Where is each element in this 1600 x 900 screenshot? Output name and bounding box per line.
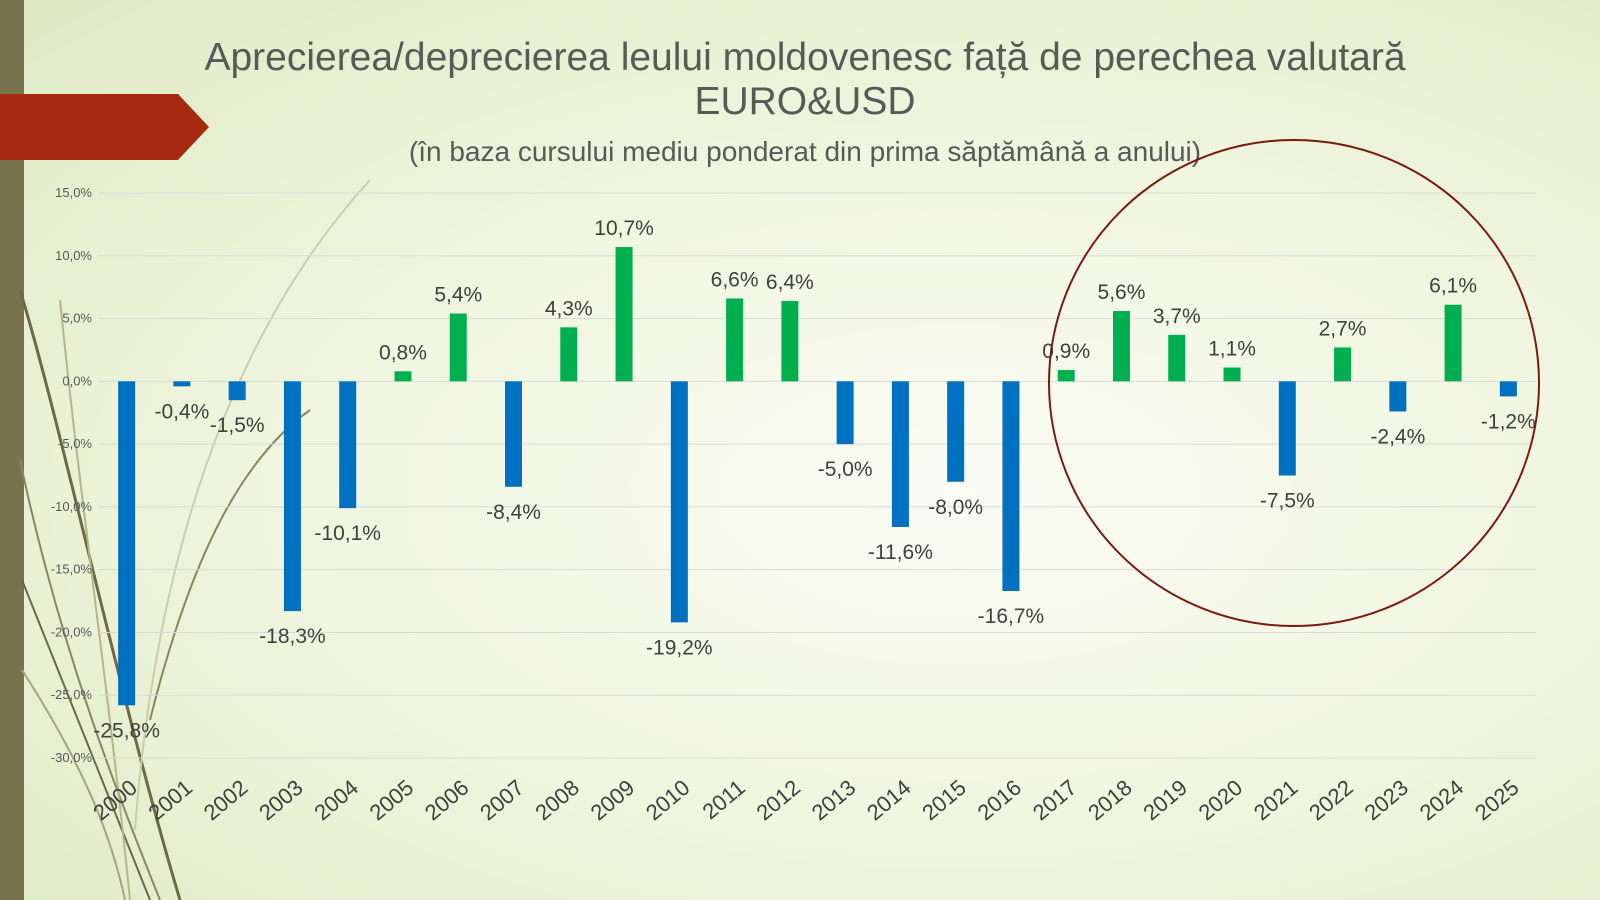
x-tick-label: 2014 xyxy=(862,775,916,826)
x-axis: 2000 2001 2002 2003 2004 2005 2006 2007 2008 2009… xyxy=(88,775,1523,826)
x-tick-label: 2025 xyxy=(1470,775,1524,826)
data-label-2006: 5,4% xyxy=(434,284,482,307)
gridlines xyxy=(99,192,1536,759)
bar-2015 xyxy=(947,381,965,482)
data-label-2010: -19,2% xyxy=(646,636,713,659)
y-tick-label: -15,0% xyxy=(51,562,93,577)
bar-2025 xyxy=(1499,381,1517,397)
x-tick-label: 2011 xyxy=(697,775,749,825)
y-tick-label: 0,0% xyxy=(62,373,92,388)
data-label-2003: -18,3% xyxy=(259,625,326,648)
bar-2000 xyxy=(118,381,136,706)
data-label-2005: 0,8% xyxy=(379,341,427,364)
data-label-2024: 6,1% xyxy=(1429,275,1477,298)
bar-2021 xyxy=(1278,381,1296,476)
data-label-2009: 10,7% xyxy=(594,217,654,240)
data-label-2013: -5,0% xyxy=(818,458,873,481)
x-tick-label: 2016 xyxy=(973,775,1027,826)
bar-2022 xyxy=(1334,347,1352,382)
data-label-2023: -2,4% xyxy=(1370,425,1425,448)
bar-2023 xyxy=(1389,381,1407,412)
bar-2008 xyxy=(560,327,578,382)
x-tick-label: 2000 xyxy=(88,775,142,826)
x-tick-label: 2021 xyxy=(1249,775,1303,826)
bar-2012 xyxy=(781,300,799,382)
x-tick-label: 2005 xyxy=(365,775,419,826)
y-tick-label: -10,0% xyxy=(51,499,93,514)
y-tick-label: 15,0% xyxy=(55,185,92,200)
bar-2005 xyxy=(394,371,412,382)
x-tick-label: 2009 xyxy=(586,775,640,826)
data-label-2016: -16,7% xyxy=(978,605,1045,628)
x-tick-label: 2024 xyxy=(1415,775,1469,826)
bar-2007 xyxy=(505,381,523,487)
bar-2024 xyxy=(1444,304,1462,382)
data-label-2002: -1,5% xyxy=(210,414,265,437)
bar-2018 xyxy=(1112,311,1130,382)
data-label-2022: 2,7% xyxy=(1319,317,1367,340)
data-label-2017: 0,9% xyxy=(1042,340,1090,363)
bar-2011 xyxy=(726,298,744,382)
x-tick-label: 2001 xyxy=(144,775,198,826)
x-tick-label: 2004 xyxy=(309,775,363,826)
data-label-2011: 6,6% xyxy=(711,268,759,291)
bar-2013 xyxy=(836,381,854,445)
bar-2016 xyxy=(1002,381,1020,592)
bar-2019 xyxy=(1168,334,1186,382)
data-label-2014: -11,6% xyxy=(868,541,933,564)
x-tick-label: 2020 xyxy=(1194,775,1248,826)
data-label-2018: 5,6% xyxy=(1098,281,1146,304)
data-label-2015: -8,0% xyxy=(928,496,983,519)
x-tick-label: 2010 xyxy=(641,775,695,826)
data-labels: -25,8% -0,4%-1,5% -18,3% -10,1% 0,8% 5,4% -8,4… xyxy=(93,217,1535,742)
data-label-2001: -0,4% xyxy=(154,400,209,423)
bar-2003 xyxy=(283,381,301,612)
y-axis: 15,0% 10,0% 5,0% 0,0% -5,0% -10,0% -15,0% -20,0… xyxy=(51,185,93,765)
chart-subtitle: (în baza cursului mediu ponderat din pri… xyxy=(408,136,1202,167)
bar-2002 xyxy=(228,381,246,401)
x-tick-label: 2008 xyxy=(530,775,584,826)
data-label-2012: 6,4% xyxy=(766,271,814,294)
y-tick-label: -30,0% xyxy=(51,750,93,765)
bar-2001 xyxy=(173,381,191,387)
x-tick-label: 2002 xyxy=(199,775,253,826)
y-tick-label: -5,0% xyxy=(58,436,92,451)
data-label-2019: 3,7% xyxy=(1153,305,1201,328)
x-tick-label: 2012 xyxy=(752,775,806,826)
x-tick-label: 2007 xyxy=(475,775,529,826)
bar-2020 xyxy=(1223,367,1241,382)
bar-2017 xyxy=(1057,370,1075,382)
highlight-circle xyxy=(1048,139,1540,627)
chart-title: Aprecierea/deprecierea leului moldovenes… xyxy=(204,36,1406,123)
x-tick-label: 2019 xyxy=(1138,775,1192,826)
x-tick-label: 2017 xyxy=(1028,775,1082,826)
bar-2006 xyxy=(449,313,467,382)
data-label-2025: -1,2% xyxy=(1481,410,1536,433)
y-tick-label: -20,0% xyxy=(51,624,93,639)
data-label-2008: 4,3% xyxy=(545,297,593,320)
x-tick-label: 2023 xyxy=(1359,775,1413,826)
x-tick-label: 2003 xyxy=(254,775,308,826)
data-label-2007: -8,4% xyxy=(486,501,541,524)
data-label-2020: 1,1% xyxy=(1208,338,1256,361)
bar-2009 xyxy=(615,246,633,382)
data-label-2000: -25,8% xyxy=(93,719,160,742)
bar-2010 xyxy=(670,381,688,623)
y-tick-label: -25,0% xyxy=(51,687,93,702)
bars xyxy=(118,246,1517,706)
data-label-2004: -10,1% xyxy=(314,522,381,545)
x-tick-label: 2022 xyxy=(1304,775,1358,826)
x-tick-label: 2006 xyxy=(420,775,474,826)
x-tick-label: 2018 xyxy=(1083,775,1137,826)
x-tick-label: 2013 xyxy=(807,775,861,826)
x-tick-label: 2015 xyxy=(917,775,971,826)
bar-2004 xyxy=(339,381,357,509)
y-tick-label: 5,0% xyxy=(62,311,92,326)
data-label-2021: -7,5% xyxy=(1260,490,1315,513)
accent-arrow-tab xyxy=(0,94,209,160)
y-tick-label: 10,0% xyxy=(55,248,92,263)
bar-2014 xyxy=(891,381,909,527)
